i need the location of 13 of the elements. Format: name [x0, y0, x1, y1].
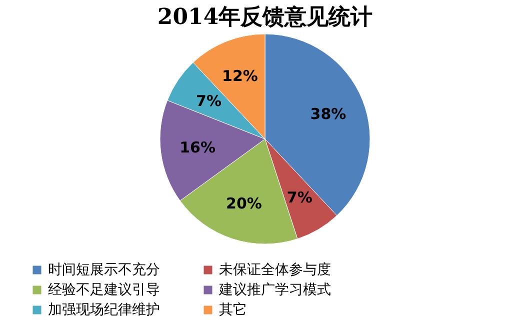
data-label: 20%	[226, 194, 262, 213]
data-label: 16%	[180, 138, 216, 157]
legend-label: 经验不足建议引导	[48, 282, 160, 298]
data-label: 7%	[196, 92, 222, 110]
chart-title: 2014年反馈意见统计	[157, 4, 373, 30]
legend-label: 其它	[219, 302, 247, 318]
legend-label: 建议推广学习模式	[218, 282, 331, 298]
data-label: 12%	[222, 66, 258, 85]
data-label: 38%	[310, 104, 346, 123]
data-label: 7%	[286, 188, 312, 207]
legend-label: 时间短展示不充分	[48, 262, 160, 278]
legend-label: 加强现场纪律维护	[48, 302, 160, 318]
legend-label: 未保证全体参与度	[219, 262, 331, 278]
